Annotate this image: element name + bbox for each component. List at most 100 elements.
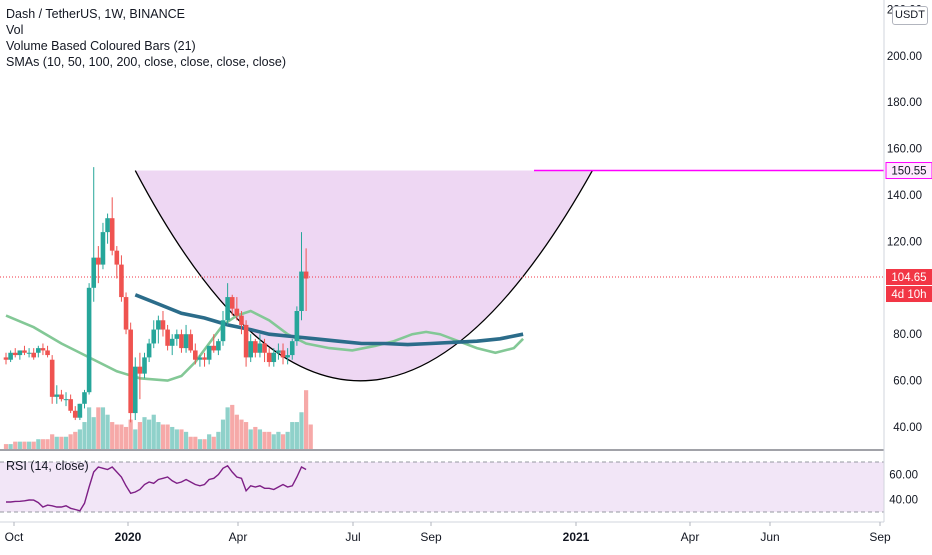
candle-body <box>22 350 27 353</box>
volume-bar <box>257 429 263 449</box>
candle-body <box>114 250 120 265</box>
last-price-label-bg <box>886 269 932 286</box>
volume-bar <box>188 436 193 449</box>
volume-bar <box>290 422 295 449</box>
candle-body <box>169 338 175 346</box>
volume-bar <box>248 429 253 449</box>
candle-body <box>211 345 217 351</box>
candle-body <box>132 366 138 414</box>
price-pane[interactable] <box>0 167 884 449</box>
price-tick-label: 120.00 <box>887 236 922 248</box>
candlestick-series <box>3 167 309 423</box>
volume-bar <box>22 441 27 449</box>
candle-body <box>142 357 147 374</box>
volume-bar <box>114 424 119 449</box>
volume-bar <box>267 431 272 449</box>
volume-bar <box>3 444 9 449</box>
volume-bar <box>216 431 221 449</box>
volume-bar <box>68 434 73 449</box>
candle-body <box>183 334 189 349</box>
volume-bar <box>110 422 115 449</box>
countdown-label: 4d 10h <box>886 286 932 303</box>
rsi-axis[interactable]: 60.00 40.00 <box>889 470 918 507</box>
candle-body <box>59 394 64 400</box>
volume-bar <box>183 431 189 449</box>
volume-bar <box>271 434 276 449</box>
volume-bar <box>96 407 101 449</box>
countdown-label-bg <box>886 286 932 303</box>
volume-bar <box>73 431 78 449</box>
volume-bar <box>160 424 166 449</box>
volume-bar <box>31 441 36 449</box>
candle-body <box>202 357 207 360</box>
candle-body <box>248 341 254 358</box>
candle-body <box>36 348 41 353</box>
candle-body <box>289 341 295 356</box>
cup-pattern-outline <box>134 170 593 382</box>
time-axis[interactable]: Oct 2020 Apr Jul Sep 2021 Apr Jun Sep <box>5 522 891 544</box>
volume-bar <box>105 414 110 449</box>
candle-body <box>109 218 115 251</box>
candle-body <box>3 357 9 360</box>
price-axis[interactable]: 220.00200.00180.00160.00140.00120.0080.0… <box>887 4 922 434</box>
volume-bar <box>230 404 235 449</box>
time-tick-label: Apr <box>681 530 700 544</box>
last-price-label-text: 104.65 <box>891 272 926 284</box>
candle-body <box>179 334 184 349</box>
volume-bar <box>82 422 87 449</box>
volume-bar <box>128 419 133 449</box>
volume-bar <box>137 422 142 449</box>
price-tick-label: 160.00 <box>887 144 922 156</box>
currency-badge[interactable]: USDT <box>892 6 928 25</box>
rsi-legend[interactable]: RSI (14, close) <box>6 459 89 473</box>
legend-smas[interactable]: SMAs (10, 50, 100, 200, close, close, cl… <box>6 55 286 69</box>
candle-body <box>82 392 87 404</box>
candle-body <box>68 399 73 411</box>
candle-body <box>86 287 92 393</box>
volume-bar <box>243 422 249 449</box>
candle-body <box>276 350 281 353</box>
volume-bar <box>40 439 46 449</box>
candle-body <box>266 352 272 363</box>
volume-bar <box>304 390 309 449</box>
volume-bar <box>45 439 50 449</box>
candle-body <box>77 403 83 418</box>
volume-bars <box>3 390 313 449</box>
volume-bar <box>123 426 129 449</box>
candle-body <box>206 345 212 360</box>
volume-bar <box>276 431 281 449</box>
rsi-tick-label: 60.00 <box>889 470 918 482</box>
legend-vbcb[interactable]: Volume Based Coloured Bars (21) <box>6 39 196 53</box>
volume-bar <box>253 426 258 449</box>
volume-bar <box>8 444 13 449</box>
candle-body <box>49 359 55 397</box>
symbol-title[interactable]: Dash / TetherUS, 1W, BINANCE <box>6 7 185 21</box>
price-tick-label: 140.00 <box>887 190 922 202</box>
candle-body <box>225 297 230 321</box>
candle-body <box>105 218 110 233</box>
candle-body <box>234 308 240 316</box>
time-tick-label: Jul <box>345 530 360 544</box>
volume-bar <box>87 407 92 449</box>
volume-bar <box>285 431 290 449</box>
candle-body <box>197 357 203 360</box>
rsi-pane[interactable] <box>0 461 884 513</box>
volume-bar <box>280 434 286 449</box>
volume-bar <box>26 441 32 449</box>
candle-body <box>45 350 50 356</box>
volume-bar <box>54 436 59 449</box>
time-tick-label: Oct <box>5 530 24 544</box>
volume-bar <box>13 441 18 449</box>
volume-bar <box>262 431 267 449</box>
time-tick-label: 2021 <box>563 530 590 544</box>
price-tick-label: 60.00 <box>893 376 922 388</box>
volume-bar <box>299 412 304 449</box>
candle-body <box>216 341 221 351</box>
candle-body <box>220 320 226 342</box>
candle-body <box>137 366 143 374</box>
level-price-label-text: 150.55 <box>891 166 926 178</box>
volume-bar <box>197 439 203 449</box>
time-tick-label: Apr <box>229 530 248 544</box>
legend-vol[interactable]: Vol <box>6 23 24 37</box>
